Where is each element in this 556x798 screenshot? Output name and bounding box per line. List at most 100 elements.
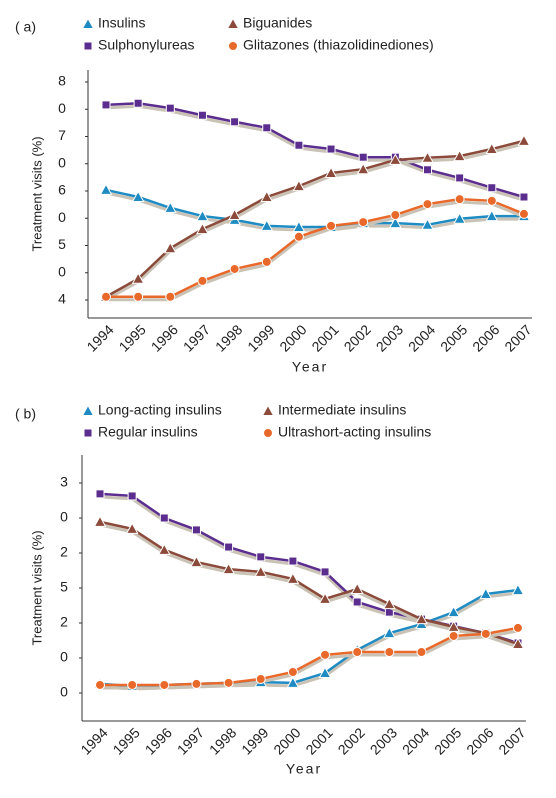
y-axis-label: Treatment visits (%): [29, 136, 44, 251]
data-point: [293, 231, 304, 242]
data-point: [159, 513, 169, 523]
x-tick-label: 2000: [276, 321, 309, 354]
data-point: [131, 272, 145, 284]
data-point: [191, 525, 201, 535]
series-line: [99, 520, 519, 646]
data-point: [133, 98, 143, 108]
data-point: [133, 291, 144, 302]
y-tick-label: 4: [58, 291, 66, 307]
data-point: [352, 647, 363, 658]
y-tick-label: 0: [58, 154, 66, 170]
data-point: [485, 142, 499, 155]
data-point: [454, 194, 465, 205]
data-point: [511, 583, 525, 596]
y-tick-label: 0: [60, 684, 68, 700]
data-point: [101, 291, 111, 302]
data-point: [318, 666, 332, 679]
y-tick-label: 0: [60, 649, 68, 665]
data-point: [101, 100, 111, 110]
data-point: [320, 649, 331, 660]
data-point: [519, 192, 529, 202]
data-point: [383, 597, 396, 610]
data-point: [127, 679, 138, 690]
data-point: [230, 117, 240, 127]
data-point: [256, 552, 266, 562]
y-tick-label: 5: [60, 579, 68, 595]
data-point: [453, 149, 466, 162]
data-point: [165, 103, 175, 113]
series-line: [105, 101, 525, 199]
x-axis-label: Year: [286, 761, 322, 777]
y-tick-label: 0: [58, 100, 66, 116]
data-point: [485, 209, 499, 222]
y-tick-label: 5: [58, 236, 66, 252]
y-tick-label: 6: [58, 182, 66, 198]
data-point: [352, 597, 362, 607]
data-point: [95, 489, 105, 499]
series-line: [100, 626, 519, 687]
x-tick-label: 1999: [244, 321, 277, 354]
data-point: [384, 647, 395, 658]
legend-label: Glitazones (thiazolidinediones): [243, 37, 434, 53]
legend-marker: [81, 17, 95, 29]
x-tick-label: 1994: [83, 321, 116, 354]
y-tick-label: 3: [60, 474, 68, 490]
legend-marker: [81, 404, 95, 416]
data-point: [254, 565, 268, 577]
x-tick-label: 1997: [174, 724, 207, 757]
data-point: [260, 190, 274, 202]
y-axis-label: Treatment visits (%): [29, 530, 44, 645]
x-tick-label: 2004: [405, 321, 438, 354]
data-point: [190, 555, 203, 568]
x-tick-label: 1995: [110, 724, 143, 757]
x-tick-label: 2005: [437, 321, 470, 354]
data-point: [421, 151, 434, 163]
line-shadow: [99, 523, 519, 649]
line-shadow: [99, 591, 519, 691]
data-point: [423, 165, 432, 175]
data-point: [487, 183, 497, 193]
data-point: [286, 676, 300, 688]
data-point: [453, 212, 466, 224]
legend-marker: [261, 404, 275, 416]
x-tick-label: 2005: [431, 724, 464, 757]
data-point: [512, 622, 523, 633]
x-tick-label: 1994: [77, 724, 110, 757]
legend-marker: [83, 428, 93, 438]
line-shadow: [106, 200, 525, 302]
data-point: [292, 220, 306, 232]
data-point: [422, 199, 433, 210]
data-point: [95, 679, 105, 690]
legend-label: Ultrashort-acting insulins: [278, 424, 431, 440]
y-tick-label: 8: [58, 73, 66, 89]
data-point: [191, 678, 202, 689]
data-point: [447, 605, 460, 618]
data-point: [390, 209, 401, 220]
data-point: [163, 241, 177, 254]
data-point: [159, 679, 170, 690]
x-tick-label: 2001: [308, 321, 341, 354]
series-line: [105, 139, 525, 298]
data-point: [287, 667, 298, 677]
x-tick-label: 2002: [335, 724, 368, 757]
data-point: [127, 491, 137, 501]
data-point: [229, 263, 240, 274]
y-tick-label: 0: [58, 209, 66, 225]
legend-marker: [83, 41, 93, 51]
data-point: [326, 144, 336, 154]
x-tick-label: 2007: [495, 724, 528, 757]
line-shadow: [100, 629, 519, 690]
line-shadow: [105, 104, 525, 202]
data-point: [197, 275, 208, 286]
x-tick-label: 2003: [367, 724, 400, 757]
data-point: [222, 562, 235, 575]
data-point: [131, 190, 145, 202]
data-point: [324, 166, 338, 179]
data-point: [294, 140, 304, 150]
x-tick-label: 1996: [148, 321, 181, 354]
y-tick-label: 0: [60, 509, 68, 525]
data-point: [196, 222, 209, 235]
x-tick-label: 2004: [399, 724, 432, 757]
legend-marker: [263, 428, 273, 438]
data-point: [99, 183, 113, 195]
